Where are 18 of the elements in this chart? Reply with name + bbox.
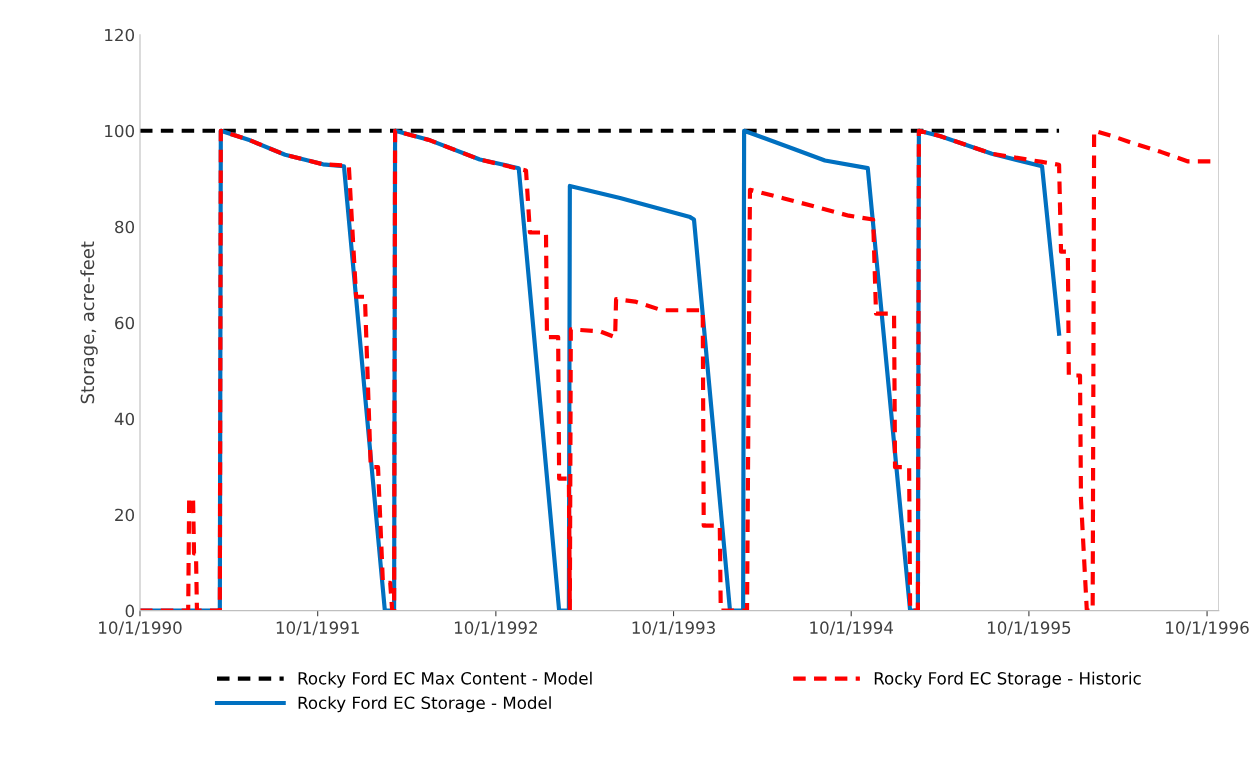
y-tick-label: 0 [125, 604, 135, 618]
y-tick-label: 20 [115, 508, 135, 522]
x-tick-label: 10/1/1996 [1166, 621, 1249, 636]
y-tick-label: 100 [105, 124, 135, 138]
x-tick-label: 10/1/1993 [632, 621, 715, 636]
x-tick-label: 10/1/1991 [276, 621, 359, 636]
legend-label: Rocky Ford EC Max Content - Model [298, 671, 592, 688]
y-tick-label: 40 [114, 412, 135, 426]
y-tick-label: 60 [115, 316, 135, 330]
x-tick-label: 10/1/1992 [454, 621, 537, 636]
y-tick-label: 80 [115, 220, 135, 234]
x-tick-label: 10/1/1990 [99, 621, 182, 636]
y-axis-title: Storage, acre-feet [80, 241, 98, 404]
legend-label: Rocky Ford EC Storage - Model [298, 696, 551, 713]
x-tick-label: 10/1/1995 [988, 621, 1071, 636]
x-tick-label: 10/1/1994 [810, 621, 894, 636]
y-tick-label: 120 [105, 28, 135, 42]
legend-label: Rocky Ford EC Storage - Historic [874, 671, 1141, 688]
